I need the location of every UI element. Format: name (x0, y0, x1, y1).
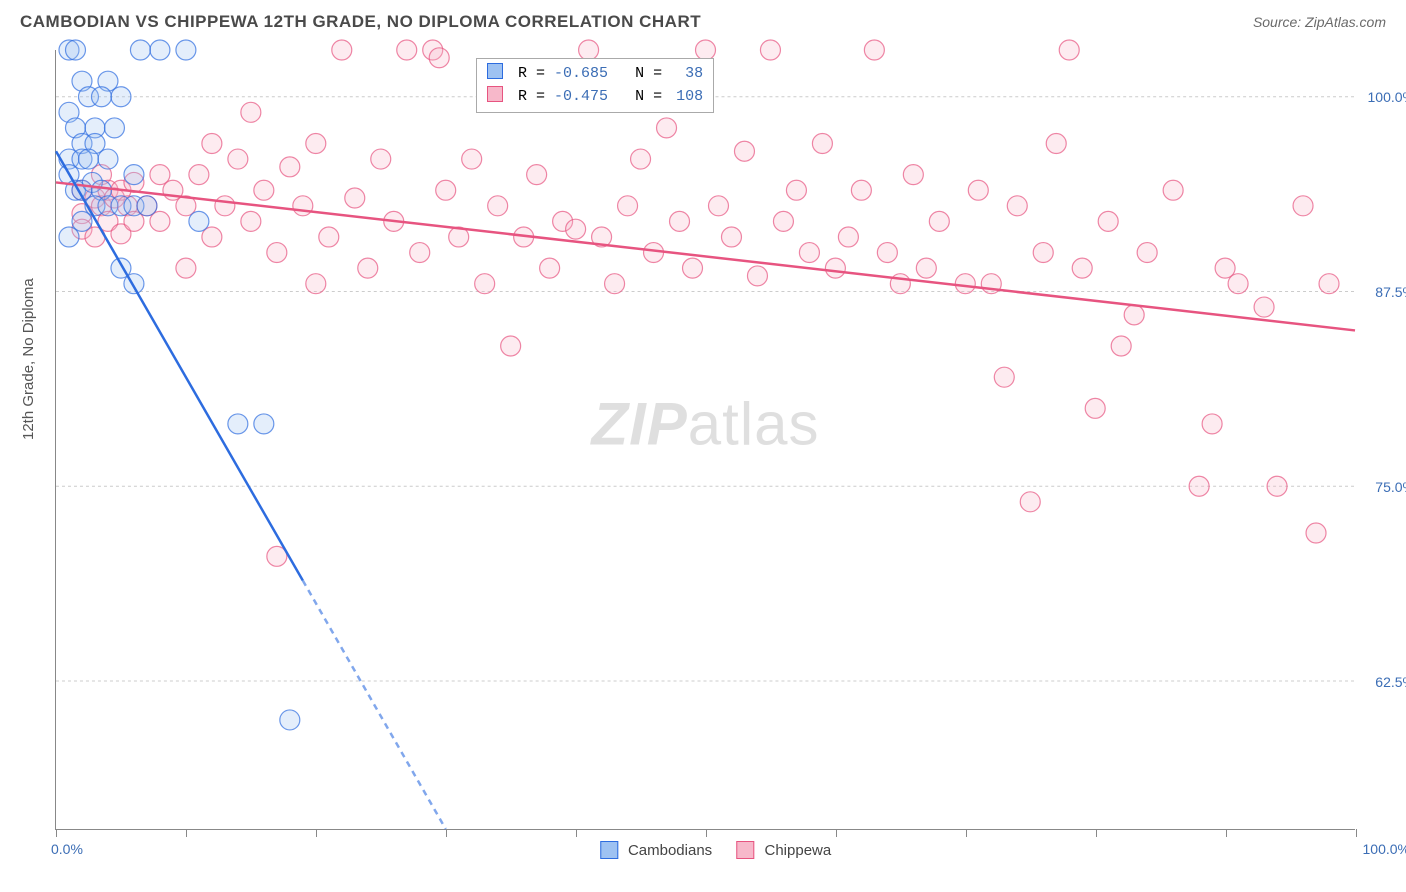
x-tick (836, 829, 837, 837)
chart-plot-area: ZIPatlas R = -0.685 N = 38 R = -0.475 N … (55, 50, 1355, 830)
legend-swatch-chippewa (736, 841, 754, 859)
x-tick (706, 829, 707, 837)
y-axis-label: 12th Grade, No Diploma (20, 278, 37, 440)
scatter-svg (56, 50, 1355, 829)
y-tick-label: 62.5% (1375, 674, 1406, 690)
x-tick (1096, 829, 1097, 837)
x-tick (186, 829, 187, 837)
legend-label-cambodians: Cambodians (628, 842, 712, 859)
x-axis-min-label: 0.0% (51, 841, 83, 857)
legend-swatch-cambodians (487, 63, 503, 79)
x-tick (56, 829, 57, 837)
legend-swatch-cambodians (600, 841, 618, 859)
x-tick (1356, 829, 1357, 837)
x-tick (446, 829, 447, 837)
x-tick (1226, 829, 1227, 837)
series-legend: Cambodians Chippewa (580, 841, 831, 859)
source-attribution: Source: ZipAtlas.com (1253, 14, 1386, 30)
legend-swatch-chippewa (487, 86, 503, 102)
chart-title: CAMBODIAN VS CHIPPEWA 12TH GRADE, NO DIP… (20, 12, 701, 32)
legend-row-chippewa: R = -0.475 N = 108 (487, 86, 703, 109)
y-tick-label: 100.0% (1368, 89, 1406, 105)
y-tick-label: 87.5% (1375, 284, 1406, 300)
y-tick-label: 75.0% (1375, 479, 1406, 495)
legend-label-chippewa: Chippewa (765, 842, 832, 859)
x-tick (966, 829, 967, 837)
correlation-legend: R = -0.685 N = 38 R = -0.475 N = 108 (476, 58, 714, 113)
x-tick (316, 829, 317, 837)
x-tick (576, 829, 577, 837)
legend-row-cambodians: R = -0.685 N = 38 (487, 63, 703, 86)
x-axis-max-label: 100.0% (1363, 841, 1406, 857)
